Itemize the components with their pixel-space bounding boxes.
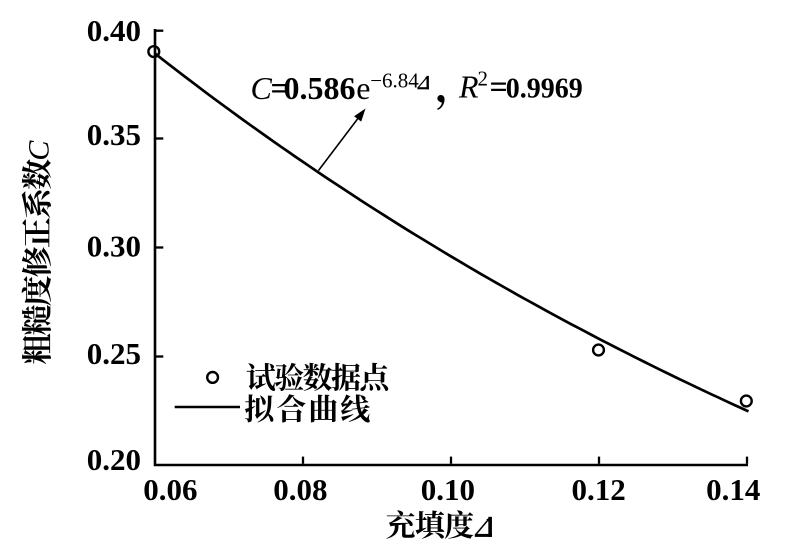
svg-text:C: C [23,140,56,161]
svg-text:0.30: 0.30 [87,229,141,264]
svg-text:0.12: 0.12 [571,472,625,507]
svg-text:−6.84: −6.84 [370,68,419,92]
svg-text:0.9969: 0.9969 [506,74,583,105]
svg-text:=: = [490,69,508,105]
svg-text:0.14: 0.14 [706,472,760,507]
svg-text:=: = [271,70,289,106]
svg-text:2: 2 [478,67,489,91]
svg-text:e: e [356,70,370,106]
svg-text:0.06: 0.06 [143,472,197,507]
svg-text:0.20: 0.20 [87,442,141,477]
svg-text:0.40: 0.40 [87,13,141,48]
svg-text:R: R [458,69,479,105]
svg-text:C: C [251,70,273,106]
svg-text:0.25: 0.25 [87,336,141,371]
svg-text:0.35: 0.35 [87,117,141,152]
svg-text:0.10: 0.10 [421,472,475,507]
svg-text:0.08: 0.08 [273,472,327,507]
svg-text:0.586: 0.586 [284,70,356,106]
